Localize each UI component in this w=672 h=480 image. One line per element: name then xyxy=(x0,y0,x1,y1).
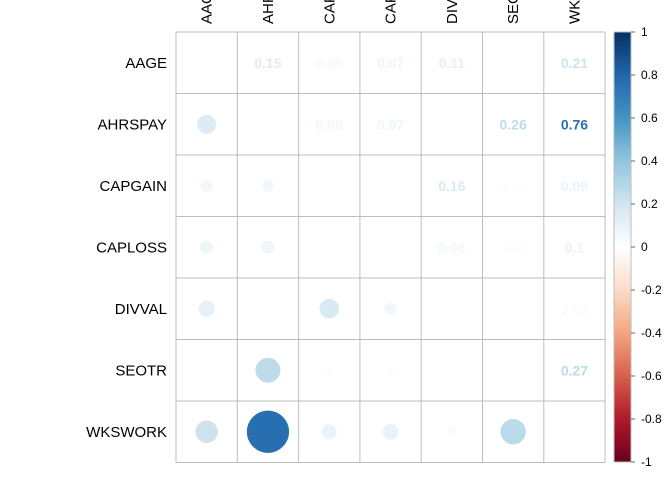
column-labels: AAG AHR CAP CAP DIV SEO WK xyxy=(199,0,584,24)
cell-circle-divval-capgain xyxy=(319,298,340,319)
cell-value-aage-ahrspay: 0.15 xyxy=(254,55,281,71)
cell-circle-ahrspay-aage xyxy=(197,114,217,134)
cell-circle-caploss-capgain xyxy=(326,244,332,250)
cell-value-capgain-seotr: 0.02 xyxy=(500,178,527,194)
row-label-divval: DIVVAL xyxy=(115,301,167,318)
cell-circle-wkswork-seotr xyxy=(500,419,526,445)
colorbar-tick-label: 0 xyxy=(641,240,648,254)
cell-value-aage-wkswork: 0.21 xyxy=(561,55,588,71)
row-label-caploss: CAPLOSS xyxy=(96,239,167,256)
cell-value-aage-caploss: 0.07 xyxy=(377,55,404,71)
cell-value-aage-divval: 0.11 xyxy=(439,55,466,71)
cell-value-caploss-seotr: 0.02 xyxy=(500,239,527,255)
cell-value-divval-wkswork: 0.03 xyxy=(561,301,588,317)
cell-circle-wkswork-aage xyxy=(195,420,218,443)
cell-value-seotr-wkswork: 0.27 xyxy=(561,362,588,378)
cell-value-caploss-wkswork: 0.1 xyxy=(565,239,585,255)
column-label-wkswork: WK xyxy=(566,0,583,24)
cell-circle-capgain-aage xyxy=(200,179,213,192)
column-label-ahrspay: AHR xyxy=(260,0,277,24)
cell-value-capgain-divval: 0.16 xyxy=(438,178,465,194)
row-label-capgain: CAPGAIN xyxy=(99,178,167,195)
cell-value-ahrspay-seotr: 0.26 xyxy=(500,116,527,132)
cell-circle-seotr-ahrspay xyxy=(255,357,281,383)
colorbar-tick-label: -0.6 xyxy=(641,369,662,383)
cell-value-aage-capgain: 0.06 xyxy=(316,55,343,71)
colorbar-gradient xyxy=(613,31,632,463)
cell-circle-wkswork-ahrspay xyxy=(246,410,290,453)
cell-circle-wkswork-caploss xyxy=(382,423,399,440)
cell-circle-capgain-ahrspay xyxy=(261,179,275,192)
colorbar-tick-label: -0.2 xyxy=(641,283,662,297)
colorbar-tick-label: -1 xyxy=(641,455,652,469)
colorbar-tick-label: 0.8 xyxy=(641,68,658,82)
grid-lines xyxy=(175,31,606,463)
colorbar-tick-label: 0.6 xyxy=(641,111,658,125)
cell-circle-wkswork-divval xyxy=(447,427,457,437)
column-label-seotr: SEO xyxy=(505,0,522,24)
cell-circle-caploss-ahrspay xyxy=(261,240,275,254)
row-label-seotr: SEOTR xyxy=(115,362,167,379)
cell-value-capgain-wkswork: 0.09 xyxy=(561,178,588,194)
colorbar-tick-label: -0.4 xyxy=(641,326,662,340)
column-label-aage: AAG xyxy=(199,0,216,24)
cell-value-capgain-caploss: 0.01 xyxy=(377,178,404,194)
cell-circle-divval-aage xyxy=(198,300,215,317)
colorbar-tick-label: 1 xyxy=(641,25,648,39)
cell-circle-seotr-caploss xyxy=(386,366,395,374)
color-legend: 1 0.8 0.6 0.4 0.2 0 -0.2 -0.4 -0.6 -0.8 -1 xyxy=(613,25,662,469)
cell-circle-divval-caploss xyxy=(384,302,397,315)
column-label-divval: DIV xyxy=(444,0,461,24)
colorbar-tick-label: 0.2 xyxy=(641,197,658,211)
cell-value-ahrspay-capgain: 0.06 xyxy=(316,116,343,132)
colorbar-tick-label: -0.8 xyxy=(641,412,662,426)
cell-circle-wkswork-capgain xyxy=(321,424,337,440)
row-label-wkswork: WKSWORK xyxy=(86,424,167,441)
cell-circle-seotr-capgain xyxy=(325,366,333,374)
row-labels: AAGE AHRSPAY CAPGAIN CAPLOSS DIVVAL SEOTR WKSW… xyxy=(86,55,167,441)
cell-value-ahrspay-wkswork: 0.76 xyxy=(561,116,588,132)
colorbar-tick-label: 0.4 xyxy=(641,154,658,168)
cell-value-caploss-divval: 0.06 xyxy=(438,239,465,255)
cell-circle-caploss-aage xyxy=(200,240,214,254)
cell-marks: 0.15 0.06 0.07 0.11 0.21 0.06 0.07 0.26 0.76 0.01… xyxy=(195,55,588,453)
column-label-caploss: CAP xyxy=(383,0,400,24)
row-label-aage: AAGE xyxy=(125,55,167,72)
cell-value-ahrspay-caploss: 0.07 xyxy=(377,116,404,132)
row-label-ahrspay: AHRSPAY xyxy=(98,116,167,133)
column-label-capgain: CAP xyxy=(321,0,338,24)
